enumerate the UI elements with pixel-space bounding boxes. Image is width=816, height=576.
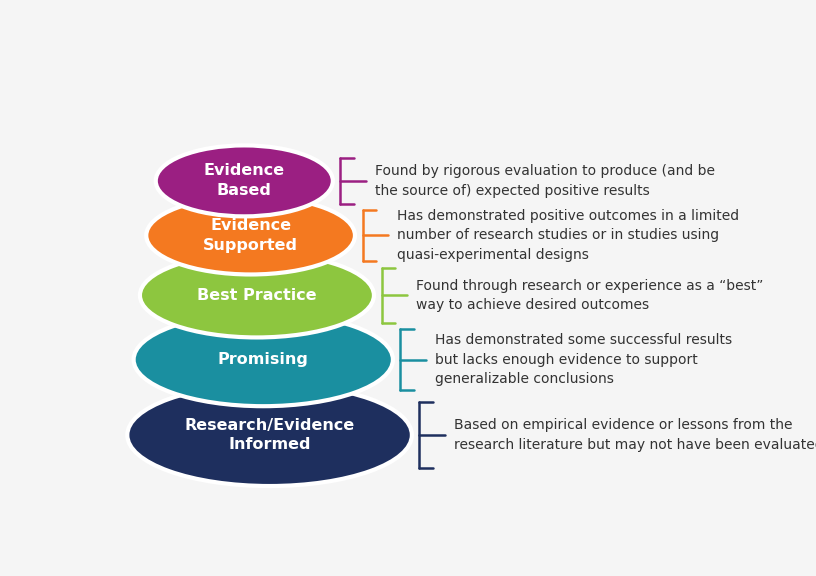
- Ellipse shape: [127, 384, 412, 486]
- Text: Has demonstrated some successful results
but lacks enough evidence to support
ge: Has demonstrated some successful results…: [435, 333, 733, 386]
- Ellipse shape: [140, 253, 374, 338]
- Text: Best Practice: Best Practice: [197, 288, 317, 303]
- Text: Found by rigorous evaluation to produce (and be
the source of) expected positive: Found by rigorous evaluation to produce …: [375, 164, 715, 198]
- Text: Based on empirical evidence or lessons from the
research literature but may not : Based on empirical evidence or lessons f…: [455, 418, 816, 452]
- Text: Research/Evidence
Informed: Research/Evidence Informed: [184, 418, 355, 452]
- Text: Evidence
Based: Evidence Based: [204, 164, 285, 198]
- Text: Evidence
Supported: Evidence Supported: [203, 218, 298, 253]
- Text: Has demonstrated positive outcomes in a limited
number of research studies or in: Has demonstrated positive outcomes in a …: [397, 209, 739, 262]
- Text: Found through research or experience as a “best”
way to achieve desired outcomes: Found through research or experience as …: [416, 279, 764, 312]
- Ellipse shape: [156, 145, 333, 217]
- Ellipse shape: [134, 313, 393, 406]
- Text: Promising: Promising: [218, 352, 308, 367]
- Ellipse shape: [146, 196, 355, 275]
